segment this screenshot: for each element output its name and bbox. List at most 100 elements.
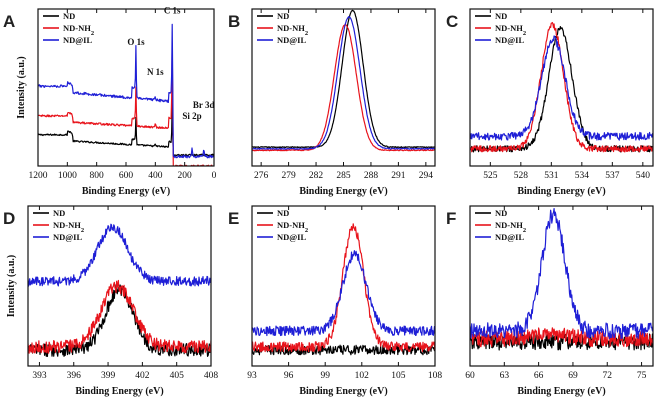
legend-label: ND@IL: [63, 35, 92, 45]
x-tick-label: 291: [391, 171, 406, 181]
x-tick-label: 531: [544, 171, 559, 181]
series-line-nd-il: [38, 23, 214, 159]
x-tick-label: 276: [254, 171, 269, 181]
series-line-nd-il: [252, 250, 435, 337]
plot-frame: [469, 8, 654, 167]
x-tick-label: 75: [637, 371, 647, 381]
panel-e: E 93 96 99 102 105 108 Binding Energy (eV) ND ND-…: [228, 205, 443, 397]
series-line-nd-nh2: [28, 279, 211, 354]
x-tick-label: 800: [90, 171, 105, 181]
series-line-nd: [252, 344, 435, 356]
legend-label: ND: [495, 11, 507, 21]
x-axis-title: Binding Energy (eV): [75, 386, 163, 397]
legend-label: ND@IL: [495, 232, 524, 242]
x-tick-label: 399: [101, 371, 116, 381]
legend-label: ND@IL: [495, 35, 524, 45]
x-tick-label: 279: [281, 171, 296, 181]
peak-annotation: O 1s: [127, 37, 145, 47]
peak-annotation: Br 3d: [193, 100, 215, 110]
x-tick-label: 63: [500, 371, 510, 381]
x-tick-label: 69: [568, 371, 578, 381]
x-tick-label: 537: [605, 171, 620, 181]
x-tick-label: 540: [636, 171, 651, 181]
legend-label: ND-NH2: [53, 220, 84, 234]
legend-label: ND: [277, 208, 289, 218]
x-tick-label: 405: [170, 371, 185, 381]
x-tick-label: 1000: [58, 171, 77, 181]
legend-label: ND: [277, 11, 289, 21]
panel-letter: B: [228, 12, 240, 31]
x-axis-title: Binding Energy (eV): [299, 186, 387, 197]
x-tick-label: 393: [32, 371, 47, 381]
x-tick-label: 96: [284, 371, 294, 381]
x-tick-label: 282: [309, 171, 324, 181]
x-axis-title: Binding Energy (eV): [82, 186, 170, 197]
x-tick-label: 99: [320, 371, 330, 381]
panel-b: B 276 279 282 285 288 291 294 Binding Energy (eV…: [228, 8, 436, 197]
x-tick-label: 60: [465, 371, 475, 381]
x-tick-label: 93: [247, 371, 257, 381]
panel-f: F 60 63 66 69 72 75 Binding Energy (eV) ND ND-NH2…: [446, 205, 654, 397]
panel-letter: D: [3, 209, 15, 228]
y-axis-title: Intensity (a.u.): [6, 255, 17, 318]
series-line-nd-il: [470, 208, 653, 340]
peak-annotation: C 1s: [164, 6, 181, 16]
plot-frame: [469, 205, 654, 367]
legend-label: ND@IL: [277, 35, 306, 45]
panel-a: A 1200 1000 800 600 400 200 0 Binding Energy (eV…: [3, 6, 217, 197]
legend-label: ND: [495, 208, 507, 218]
series-line-nd-nh2: [252, 23, 435, 152]
series-line-nd: [252, 9, 435, 149]
legend-label: ND-NH2: [277, 220, 308, 234]
x-tick-label: 102: [355, 371, 370, 381]
series-line-nd-il: [470, 35, 653, 141]
legend-label: ND-NH2: [495, 220, 526, 234]
y-axis-title: Intensity (a.u.): [16, 56, 27, 119]
x-tick-label: 528: [514, 171, 529, 181]
plot-frame: [27, 205, 212, 367]
legend-label: ND-NH2: [277, 23, 308, 37]
series-line-nd: [38, 102, 214, 157]
legend-label: ND: [63, 11, 75, 21]
panel-letter: C: [446, 12, 458, 31]
series-line-nd-il: [28, 223, 211, 287]
series-line-nd-nh2: [252, 223, 435, 353]
plot-frame: [251, 205, 436, 367]
legend-label: ND: [53, 208, 65, 218]
panel-letter: E: [228, 209, 239, 228]
x-tick-label: 534: [575, 171, 590, 181]
legend-label: ND@IL: [53, 232, 82, 242]
x-tick-label: 288: [364, 171, 379, 181]
x-tick-label: 66: [534, 371, 544, 381]
x-tick-label: 600: [119, 171, 134, 181]
peak-annotation: N 1s: [147, 67, 164, 77]
x-tick-label: 0: [212, 171, 217, 181]
series-line-nd-il: [252, 16, 435, 150]
x-tick-label: 1200: [29, 171, 48, 181]
x-tick-label: 525: [483, 171, 498, 181]
panel-letter: A: [3, 12, 15, 31]
x-tick-label: 294: [419, 171, 434, 181]
series-line-nd-nh2: [38, 42, 214, 166]
peak-annotation: Si 2p: [182, 111, 201, 121]
legend-label: ND@IL: [277, 232, 306, 242]
x-tick-label: 402: [135, 371, 150, 381]
x-tick-label: 108: [428, 371, 443, 381]
panel-c: C 525 528 531 534 537 540 Binding Energy (eV) ND…: [446, 8, 654, 197]
x-axis-title: Binding Energy (eV): [299, 386, 387, 397]
x-tick-label: 72: [603, 371, 613, 381]
legend-label: ND-NH2: [495, 23, 526, 37]
x-tick-label: 105: [391, 371, 406, 381]
x-tick-label: 408: [204, 371, 219, 381]
panel-letter: F: [446, 209, 456, 228]
x-tick-label: 396: [67, 371, 82, 381]
x-tick-label: 400: [148, 171, 163, 181]
panel-d: D 393 396 399 402 405 408 Binding Energy (eV) In…: [3, 205, 219, 397]
